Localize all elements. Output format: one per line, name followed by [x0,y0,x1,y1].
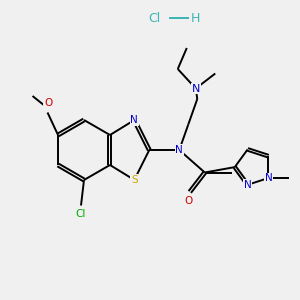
Text: Cl: Cl [76,209,86,219]
Text: Cl: Cl [148,11,160,25]
Text: O: O [184,196,192,206]
Text: H: H [190,11,200,25]
Text: N: N [265,173,272,183]
Text: N: N [244,180,251,190]
Text: O: O [44,98,52,109]
Text: N: N [176,145,183,155]
Text: N: N [130,115,138,125]
Text: S: S [131,175,138,185]
Text: N: N [192,83,200,94]
